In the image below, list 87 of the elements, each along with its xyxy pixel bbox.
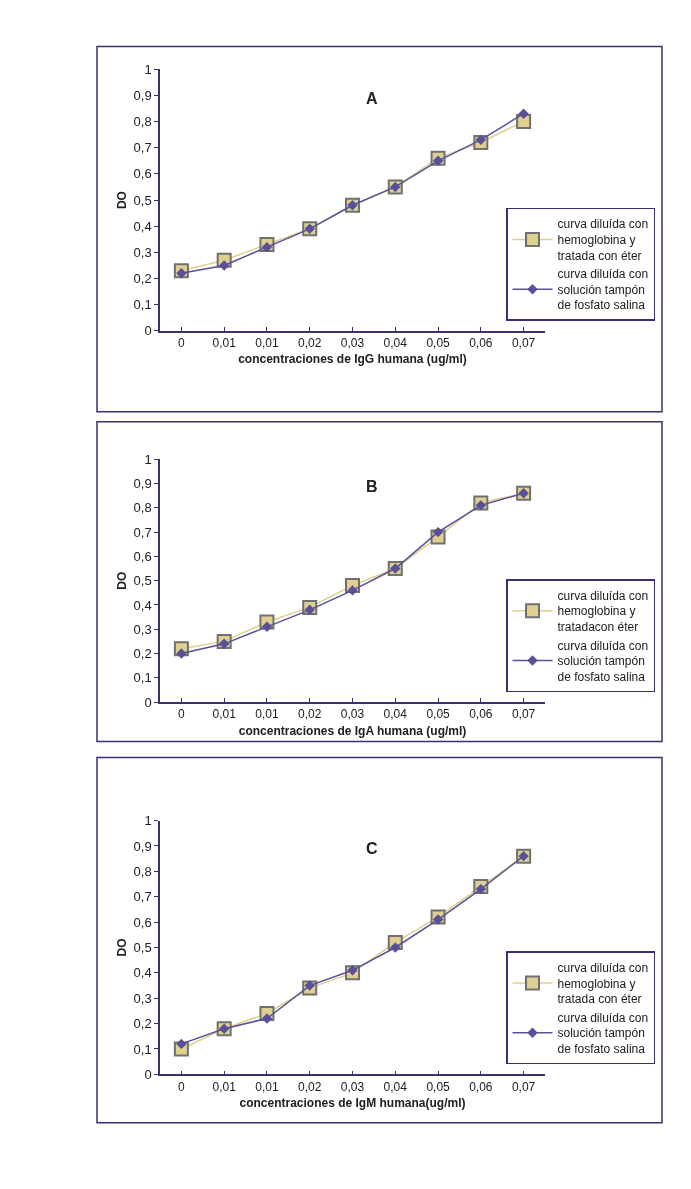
y-tick-label: 0,3 xyxy=(133,244,152,260)
x-tick-label: 0 xyxy=(178,707,186,722)
point xyxy=(218,260,230,271)
point xyxy=(261,241,273,253)
text: C xyxy=(366,840,378,857)
y-tick-label: 0,3 xyxy=(133,990,152,1006)
y-tick-label: 0,1 xyxy=(133,297,152,313)
y-tick-label: 0,1 xyxy=(133,670,152,686)
y-tick-label: 0,6 xyxy=(133,914,152,930)
x-tick-label: 0,03 xyxy=(340,707,365,722)
x-tick-label: 0,02 xyxy=(298,336,322,351)
x-tick-label: 0 xyxy=(178,1079,186,1094)
x-tick-label: 0,07 xyxy=(511,1079,536,1094)
y-tick-label: 1 xyxy=(144,61,152,77)
point xyxy=(218,638,230,650)
y-axis-title: DO xyxy=(115,191,130,210)
y-tick-label: 0,2 xyxy=(133,646,152,662)
y-tick-label: 0,4 xyxy=(133,597,152,613)
x-tick-label: 0,06 xyxy=(469,1079,493,1094)
y-tick-label: 0,7 xyxy=(133,524,152,540)
y-tick-label: 0,3 xyxy=(133,621,152,637)
x-tick-label: 0,06 xyxy=(469,336,493,351)
y-tick-label: 0,9 xyxy=(133,87,152,103)
point xyxy=(432,914,444,925)
x-axis-title: concentraciones de IgA humana (ug/ml) xyxy=(238,723,467,738)
x-tick-label: 0,01 xyxy=(255,707,279,722)
point xyxy=(261,1013,273,1024)
y-tick-label: 0,5 xyxy=(133,940,152,956)
y-tick-label: 0,4 xyxy=(133,218,152,234)
x-tick-label: 0,01 xyxy=(212,1079,237,1094)
point xyxy=(261,621,273,633)
y-axis-title: DO xyxy=(115,938,130,957)
point xyxy=(304,604,315,616)
legend-label: curva diluída con solución tampón de fosfato salina xyxy=(557,638,649,684)
x-tick-label: 0,04 xyxy=(383,1079,408,1094)
text: A xyxy=(366,90,378,107)
point xyxy=(475,883,487,895)
x-tick-label: 0,02 xyxy=(298,1079,322,1094)
y-tick-label: 0,9 xyxy=(133,476,152,492)
y-tick-label: 0,6 xyxy=(133,548,152,564)
point xyxy=(432,155,444,166)
x-axis-title: concentraciones de IgM humana(ug/ml) xyxy=(239,1095,466,1110)
point xyxy=(176,1038,187,1050)
x-tick-label: 0 xyxy=(178,336,186,351)
x-tick-label: 0,02 xyxy=(298,707,322,722)
y-tick-label: 0,2 xyxy=(133,1016,152,1032)
y-tick-label: 0,8 xyxy=(133,500,152,516)
y-tick-label: 0,2 xyxy=(133,271,152,287)
y-tick-label: 0,5 xyxy=(133,573,152,589)
point xyxy=(347,585,358,596)
y-tick-label: 0,7 xyxy=(133,140,152,156)
y-tick-label: 0 xyxy=(144,323,152,339)
legend-label: curva diluída con solución tampón de fosfato salina xyxy=(557,1010,649,1056)
y-tick-label: 0,5 xyxy=(133,192,152,208)
x-tick-label: 0,03 xyxy=(340,1079,365,1094)
x-tick-label: 0,01 xyxy=(212,336,237,351)
point xyxy=(475,500,487,511)
y-tick-label: 0 xyxy=(144,694,152,710)
x-tick-label: 0,06 xyxy=(469,707,493,722)
y-tick-label: 0,8 xyxy=(133,863,152,879)
y-tick-label: 1 xyxy=(144,813,152,829)
x-tick-label: 0,03 xyxy=(340,336,365,351)
x-tick-label: 0,05 xyxy=(426,707,451,722)
y-tick-label: 0,9 xyxy=(133,838,152,854)
y-tick-label: 1 xyxy=(144,451,152,467)
y-tick-label: 0,1 xyxy=(133,1041,152,1057)
x-axis-title: concentraciones de IgG humana (ug/ml) xyxy=(238,352,467,367)
point xyxy=(475,134,487,146)
y-axis-title: DO xyxy=(115,571,130,590)
y-tick-label: 0,8 xyxy=(133,114,152,130)
x-tick-label: 0,01 xyxy=(255,336,279,351)
x-tick-label: 0,05 xyxy=(426,336,451,351)
y-tick-label: 0,4 xyxy=(133,965,152,981)
x-tick-label: 0,07 xyxy=(511,336,536,351)
x-tick-label: 0,01 xyxy=(255,1079,279,1094)
y-tick-label: 0,6 xyxy=(133,166,152,182)
x-tick-label: 0,04 xyxy=(383,707,408,722)
point xyxy=(518,108,529,119)
legend-label: curva diluída con solución tampón de fosfato salina xyxy=(557,267,649,313)
x-tick-label: 0,04 xyxy=(383,336,408,351)
x-tick-label: 0,05 xyxy=(426,1079,451,1094)
point xyxy=(432,526,444,538)
y-tick-label: 0 xyxy=(144,1066,152,1082)
y-tick-label: 0,7 xyxy=(133,889,152,905)
x-tick-label: 0,07 xyxy=(511,707,536,722)
text: B xyxy=(366,478,378,495)
x-tick-label: 0,01 xyxy=(212,707,237,722)
